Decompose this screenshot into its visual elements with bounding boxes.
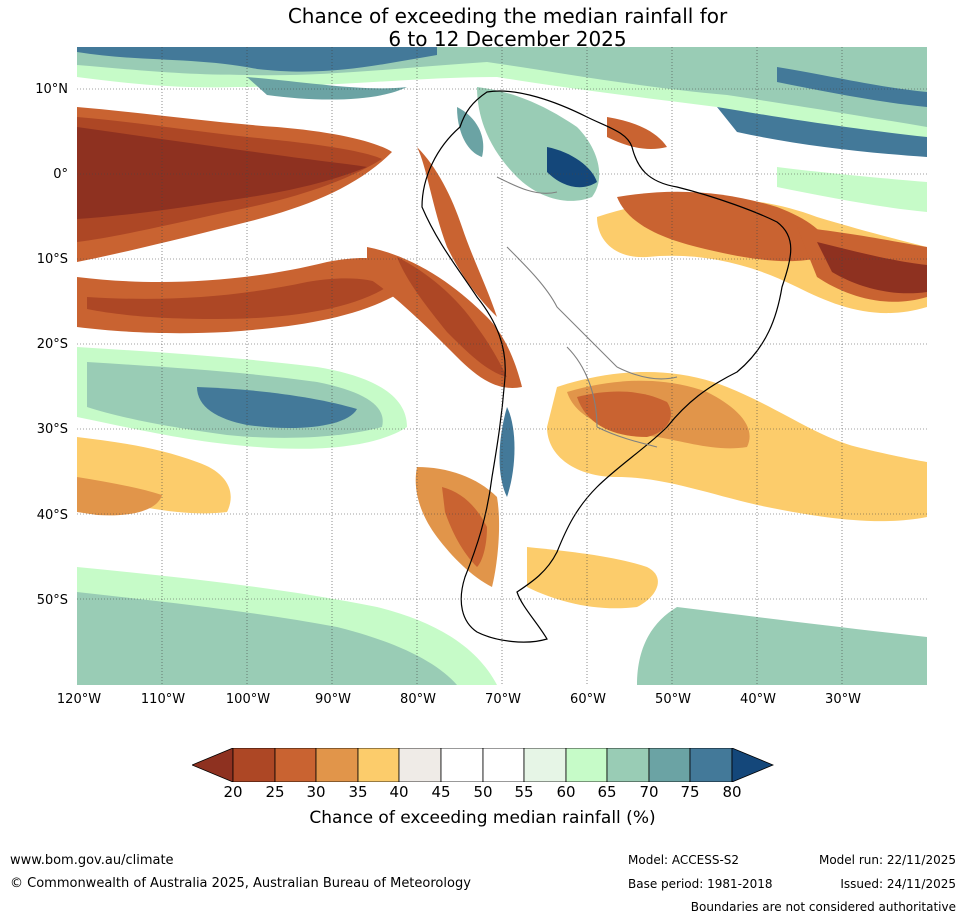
lon-label-50w: 50°W <box>655 692 691 707</box>
lat-label-10s: 10°S <box>36 252 68 267</box>
colorbar-bin-30-35 <box>315 748 359 782</box>
colorbar-tick-20: 20 <box>223 783 243 801</box>
colorbar-bin-50-55 <box>482 748 525 782</box>
base-period: Base period: 1981-2018 <box>628 877 773 891</box>
wet-band-south <box>77 167 927 685</box>
model-name: Model: ACCESS-S2 <box>628 853 740 867</box>
colorbar <box>192 748 774 782</box>
colorbar-bin-65-70 <box>606 748 650 782</box>
dry-band-south-atlantic <box>527 372 927 609</box>
wet-band-north <box>77 47 927 157</box>
lon-label-120w: 120°W <box>56 692 102 707</box>
colorbar-tick-30: 30 <box>306 783 326 801</box>
colorbar-tick-80: 80 <box>722 783 742 801</box>
issued-date: Issued: 24/11/2025 <box>840 877 956 891</box>
dry-band-patagonia <box>77 437 500 587</box>
colorbar-tick-65: 65 <box>597 783 617 801</box>
map-title-line2: 6 to 12 December 2025 <box>388 27 627 51</box>
rainfall-probability-map <box>77 47 927 685</box>
colorbar-bin-25-30 <box>274 748 317 782</box>
dry-band-andes <box>367 147 522 388</box>
lon-label-70w: 70°W <box>485 692 521 707</box>
lon-label-40w: 40°W <box>740 692 776 707</box>
colorbar-tick-50: 50 <box>473 783 493 801</box>
lat-label-20s: 20°S <box>36 337 68 352</box>
lon-label-80w: 80°W <box>400 692 436 707</box>
lon-label-90w: 90°W <box>315 692 351 707</box>
colorbar-tick-60: 60 <box>556 783 576 801</box>
colorbar-tick-55: 55 <box>514 783 534 801</box>
colorbar-bin-35-40 <box>357 748 400 782</box>
colorbar-bin-75-80 <box>689 748 733 782</box>
colorbar-bin-60-65 <box>565 748 608 782</box>
dry-band-equatorial-west <box>77 107 392 262</box>
website-link[interactable]: www.bom.gov.au/climate <box>10 853 174 868</box>
lon-label-30w: 30°W <box>825 692 861 707</box>
colorbar-low-extension <box>192 748 234 782</box>
colorbar-label: Chance of exceeding median rainfall (%) <box>309 808 656 828</box>
colorbar-tick-75: 75 <box>680 783 700 801</box>
lat-label-0: 0° <box>53 167 68 182</box>
lon-label-110w: 110°W <box>140 692 186 707</box>
graticule <box>77 47 927 685</box>
dry-band-atlantic <box>597 117 927 314</box>
model-run-date: Model run: 22/11/2025 <box>818 853 956 867</box>
colorbar-tick-70: 70 <box>639 783 659 801</box>
south-america-coastline <box>421 90 792 643</box>
wet-patch-amazon <box>457 87 600 201</box>
lat-label-30s: 30°S <box>36 422 68 437</box>
colorbar-tick-35: 35 <box>348 783 368 801</box>
lat-label-40s: 40°S <box>36 508 68 523</box>
copyright-text: © Commonwealth of Australia 2025, Austra… <box>10 876 471 891</box>
boundary-disclaimer: Boundaries are not considered authoritat… <box>690 900 956 914</box>
colorbar-tick-40: 40 <box>389 783 409 801</box>
colorbar-bin-45-50 <box>440 748 484 782</box>
colorbar-tick-25: 25 <box>265 783 285 801</box>
colorbar-tick-45: 45 <box>431 783 451 801</box>
lat-label-10n: 10°N <box>35 82 68 97</box>
lat-label-50s: 50°S <box>36 593 68 608</box>
colorbar-high-extension <box>731 748 774 782</box>
colorbar-bin-40-45 <box>398 748 442 782</box>
country-borders <box>496 176 678 448</box>
colorbar-bin-55-60 <box>523 748 567 782</box>
lon-label-60w: 60°W <box>570 692 606 707</box>
colorbar-bin-20-25 <box>232 748 276 782</box>
colorbar-bin-70-75 <box>648 748 691 782</box>
map-title-line1: Chance of exceeding the median rainfall … <box>287 4 728 28</box>
lon-label-100w: 100°W <box>225 692 271 707</box>
